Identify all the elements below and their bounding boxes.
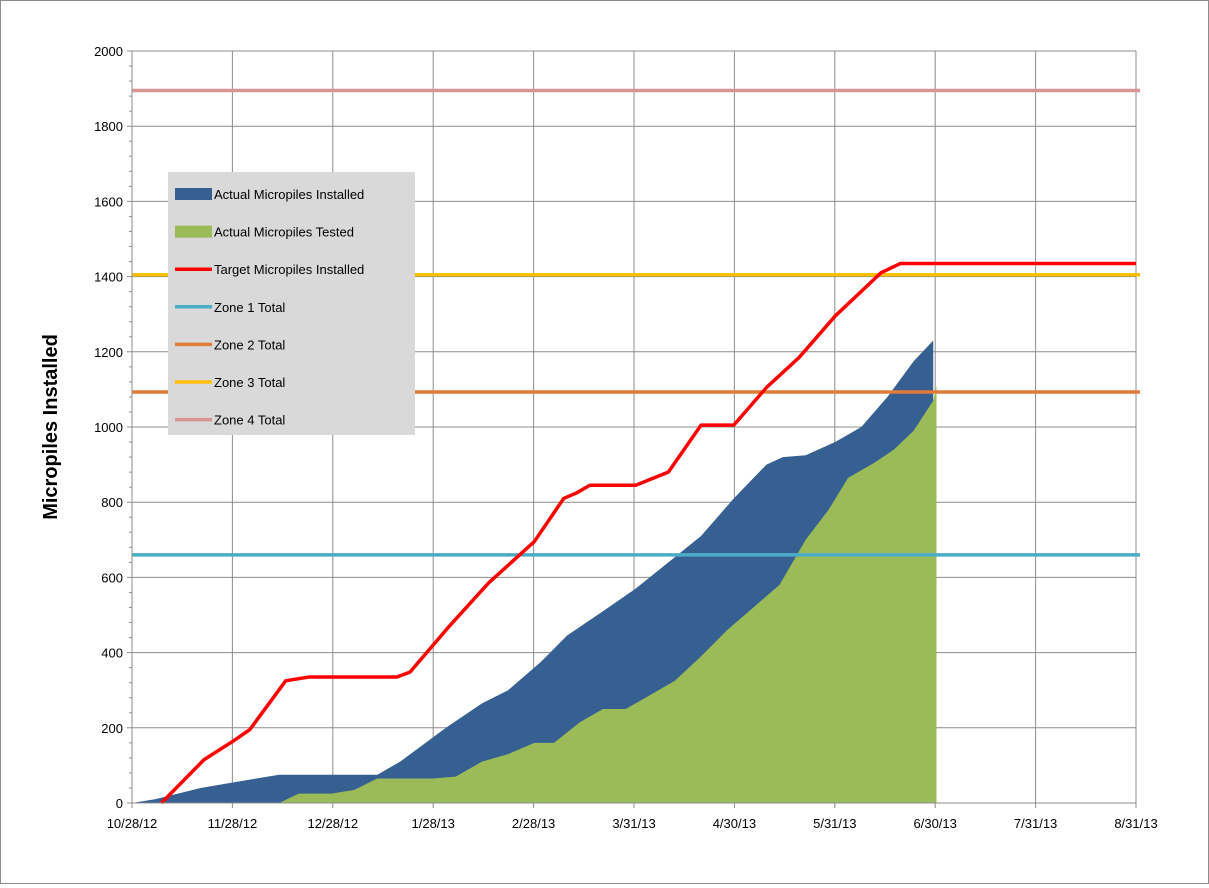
legend-label: Zone 4 Total bbox=[214, 413, 285, 428]
y-tick-label: 1400 bbox=[94, 270, 123, 285]
line-target-micropiles-installed bbox=[160, 261, 1136, 805]
x-tick-label: 6/30/13 bbox=[914, 816, 957, 831]
legend-label: Actual Micropiles Installed bbox=[214, 187, 364, 202]
legend-swatch bbox=[175, 225, 212, 238]
area-series bbox=[132, 340, 937, 803]
y-tick-label: 0 bbox=[116, 796, 123, 811]
y-tick-label: 2000 bbox=[94, 44, 123, 59]
x-tick-label: 3/31/13 bbox=[612, 816, 655, 831]
x-tick-label: 12/28/12 bbox=[307, 816, 358, 831]
x-tick-label: 7/31/13 bbox=[1014, 816, 1057, 831]
x-tick-label: 8/31/13 bbox=[1114, 816, 1157, 831]
legend-label: Zone 2 Total bbox=[214, 337, 285, 352]
legend-label: Zone 3 Total bbox=[214, 375, 285, 390]
y-tick-label: 1000 bbox=[94, 420, 123, 435]
y-tick-label: 400 bbox=[101, 646, 123, 661]
legend-box bbox=[168, 172, 415, 435]
y-tick-label: 1600 bbox=[94, 194, 123, 209]
x-tick-label: 4/30/13 bbox=[713, 816, 756, 831]
x-tick-label: 1/28/13 bbox=[412, 816, 455, 831]
x-tick-label: 5/31/13 bbox=[813, 816, 856, 831]
legend-swatch bbox=[175, 188, 212, 200]
x-tick-label: 11/28/12 bbox=[208, 816, 258, 831]
legend-label: Target Micropiles Installed bbox=[214, 262, 364, 277]
x-tick-label: 10/28/12 bbox=[107, 816, 158, 831]
x-tick-label: 2/28/13 bbox=[512, 816, 555, 831]
legend-label: Actual Micropiles Tested bbox=[214, 225, 354, 240]
area-actual-micropiles-tested bbox=[132, 385, 937, 803]
axes: 0 200 400 600 800 1000 1200 1400 1600 1800 2000 10/… bbox=[94, 44, 1158, 831]
legend: Actual Micropiles Installed Actual Microp… bbox=[168, 172, 415, 435]
y-tick-label: 1800 bbox=[94, 119, 123, 134]
y-tick-label: 1200 bbox=[94, 345, 123, 360]
y-axis-label: Micropiles Installed bbox=[40, 334, 62, 520]
legend-label: Zone 1 Total bbox=[214, 300, 285, 315]
y-tick-label: 800 bbox=[101, 495, 123, 510]
y-tick-label: 600 bbox=[101, 570, 123, 585]
y-tick-label: 200 bbox=[101, 721, 123, 736]
